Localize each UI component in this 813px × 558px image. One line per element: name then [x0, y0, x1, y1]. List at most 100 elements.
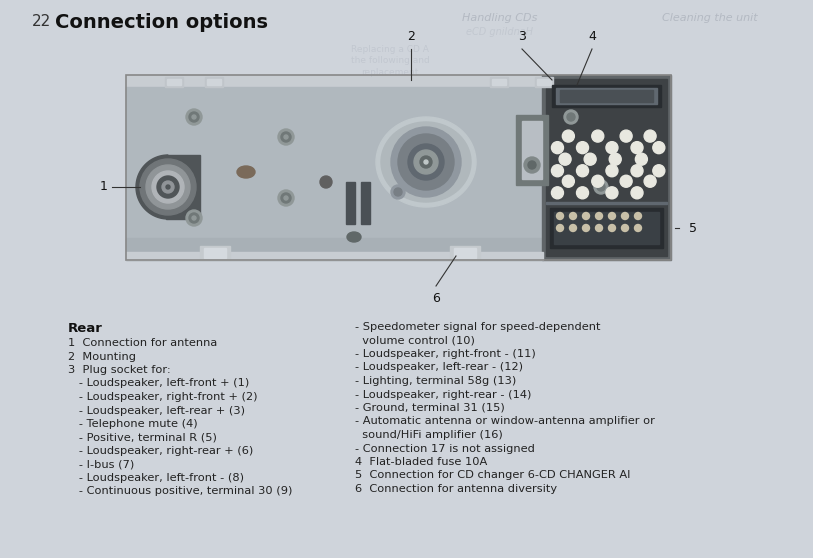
Circle shape	[152, 171, 184, 203]
Bar	[490, 77, 508, 87]
Text: - Loudspeaker, left-front + (1): - Loudspeaker, left-front + (1)	[68, 378, 250, 388]
Circle shape	[278, 190, 294, 206]
Text: 2  Mounting: 2 Mounting	[68, 352, 136, 362]
Bar	[167, 79, 181, 85]
Circle shape	[551, 142, 563, 153]
Circle shape	[162, 181, 174, 193]
Circle shape	[576, 165, 589, 177]
Circle shape	[576, 142, 589, 153]
Bar	[542, 75, 671, 260]
Text: - Ground, terminal 31 (15): - Ground, terminal 31 (15)	[355, 403, 505, 413]
Circle shape	[398, 134, 454, 190]
Circle shape	[189, 213, 199, 223]
Text: 22: 22	[32, 15, 51, 30]
Text: volume control (10): volume control (10)	[355, 335, 475, 345]
Bar	[126, 87, 543, 260]
Text: 3: 3	[518, 31, 526, 44]
Text: - Automatic antenna or window-antenna amplifier or: - Automatic antenna or window-antenna am…	[355, 416, 655, 426]
Circle shape	[608, 213, 615, 219]
Text: - Telephone mute (4): - Telephone mute (4)	[68, 419, 198, 429]
Circle shape	[278, 129, 294, 145]
Circle shape	[551, 187, 563, 199]
Circle shape	[592, 175, 604, 187]
Bar	[205, 77, 223, 87]
Circle shape	[524, 157, 540, 173]
Text: - Speedometer signal for speed-dependent: - Speedometer signal for speed-dependent	[355, 322, 601, 332]
Bar	[361, 182, 370, 224]
Circle shape	[424, 160, 428, 164]
Bar	[560, 90, 653, 102]
Circle shape	[564, 211, 578, 225]
Bar	[207, 79, 221, 85]
Text: - Loudspeaker, right-rear + (6): - Loudspeaker, right-rear + (6)	[68, 446, 254, 456]
Text: - I-bus (7): - I-bus (7)	[68, 459, 134, 469]
Text: 1  Connection for antenna: 1 Connection for antenna	[68, 338, 217, 348]
Circle shape	[653, 165, 665, 177]
Circle shape	[636, 153, 647, 165]
Circle shape	[594, 180, 608, 194]
Circle shape	[189, 112, 199, 122]
Circle shape	[606, 142, 618, 153]
Circle shape	[620, 130, 633, 142]
Circle shape	[563, 175, 574, 187]
Bar	[204, 248, 226, 258]
Circle shape	[597, 183, 605, 191]
Circle shape	[528, 161, 536, 169]
Text: sound/HiFi amplifier (16): sound/HiFi amplifier (16)	[355, 430, 502, 440]
Text: 5  Connection for CD changer 6-CD CHANGER AI: 5 Connection for CD changer 6-CD CHANGER…	[355, 470, 631, 480]
Circle shape	[394, 188, 402, 196]
Bar	[126, 238, 543, 260]
Circle shape	[569, 224, 576, 232]
Text: 2: 2	[407, 31, 415, 44]
Bar	[492, 79, 506, 85]
Bar	[546, 79, 667, 256]
Text: 4: 4	[588, 31, 596, 44]
Text: Cleaning the unit: Cleaning the unit	[662, 13, 758, 23]
Text: - Positive, terminal R (5): - Positive, terminal R (5)	[68, 432, 217, 442]
Circle shape	[140, 159, 196, 215]
Bar	[200, 246, 230, 260]
Bar	[546, 202, 667, 204]
Bar	[166, 155, 200, 219]
Circle shape	[644, 130, 656, 142]
Ellipse shape	[376, 117, 476, 207]
Text: 1: 1	[100, 180, 108, 194]
Bar	[550, 208, 663, 248]
Circle shape	[569, 213, 576, 219]
Circle shape	[186, 210, 202, 226]
Circle shape	[620, 175, 633, 187]
Text: Connection options: Connection options	[55, 12, 268, 31]
Circle shape	[592, 130, 604, 142]
Circle shape	[192, 115, 196, 119]
Bar	[535, 77, 553, 87]
Circle shape	[631, 187, 643, 199]
Circle shape	[420, 156, 432, 168]
Circle shape	[585, 153, 596, 165]
Circle shape	[414, 150, 438, 174]
Circle shape	[606, 165, 618, 177]
Circle shape	[557, 224, 563, 232]
Circle shape	[595, 213, 602, 219]
Circle shape	[551, 165, 563, 177]
Circle shape	[634, 213, 641, 219]
Circle shape	[582, 213, 589, 219]
Circle shape	[281, 132, 291, 142]
Circle shape	[186, 109, 202, 125]
Circle shape	[564, 110, 578, 124]
Text: 4  Flat-bladed fuse 10A: 4 Flat-bladed fuse 10A	[355, 457, 487, 467]
Circle shape	[608, 224, 615, 232]
Text: eCD gniIdnaH: eCD gniIdnaH	[467, 27, 533, 37]
Circle shape	[631, 142, 643, 153]
Text: Replacing a CD A: Replacing a CD A	[351, 45, 429, 54]
Circle shape	[631, 165, 643, 177]
Bar	[126, 75, 543, 87]
Circle shape	[157, 176, 179, 198]
Circle shape	[166, 185, 170, 189]
Circle shape	[281, 193, 291, 203]
Circle shape	[320, 176, 332, 188]
Circle shape	[582, 224, 589, 232]
Circle shape	[563, 130, 574, 142]
Circle shape	[567, 214, 575, 222]
Circle shape	[567, 113, 575, 121]
Text: replacement: replacement	[361, 68, 419, 77]
